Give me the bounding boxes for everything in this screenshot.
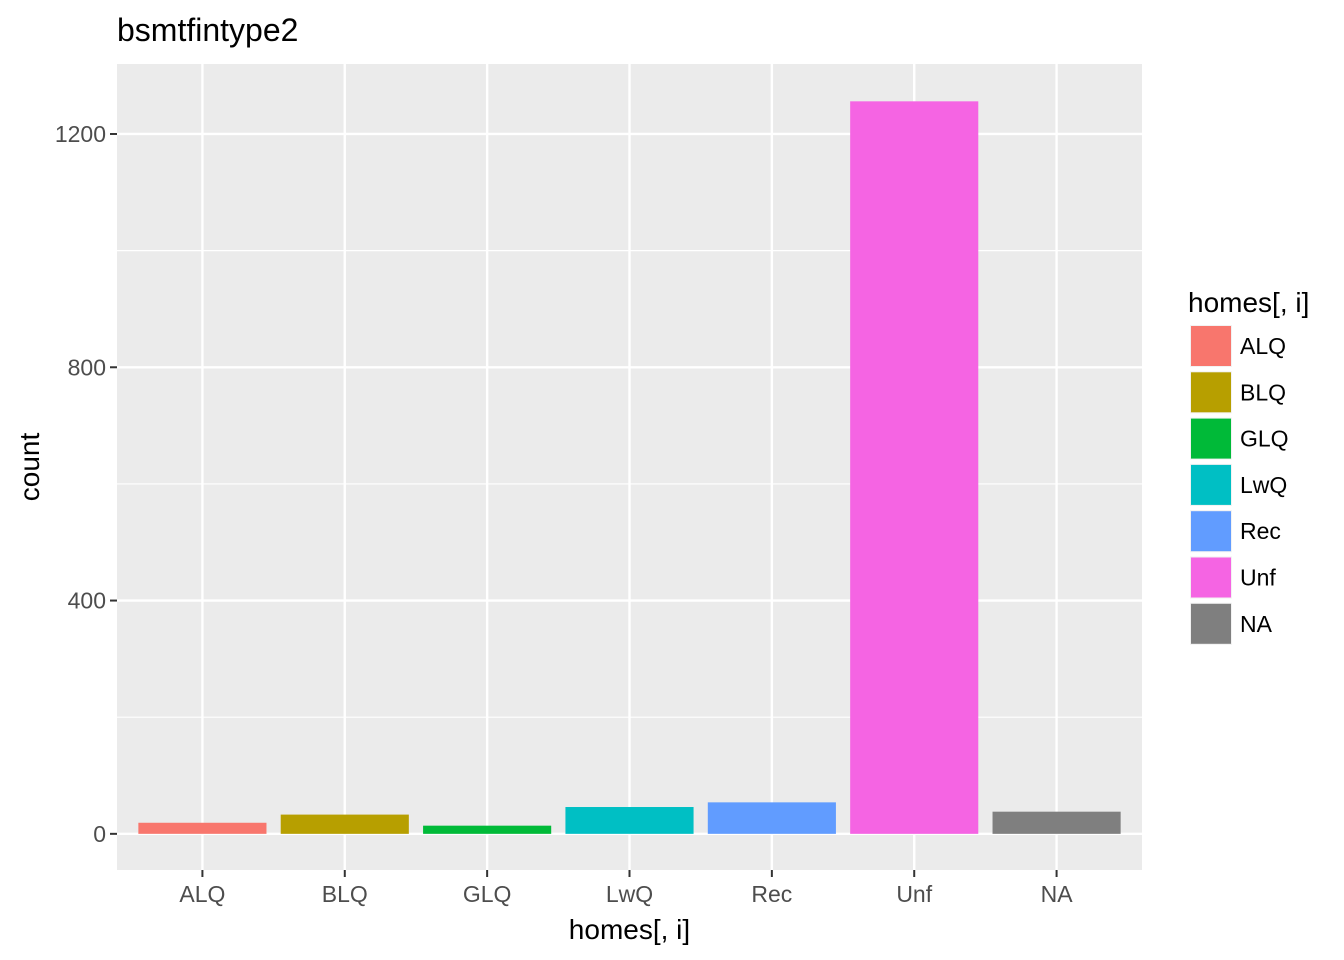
bars — [138, 101, 1121, 834]
legend-key-rec — [1191, 511, 1231, 552]
legend-label: LwQ — [1240, 472, 1287, 498]
y-axis-title: count — [14, 433, 45, 502]
x-tick-label: Rec — [751, 881, 792, 907]
x-tick-label: Unf — [896, 881, 932, 907]
x-tick-label: ALQ — [179, 881, 225, 907]
legend-key-unf — [1191, 557, 1231, 598]
y-axis: 0 400 800 1200 — [55, 121, 117, 847]
bar-unf — [850, 101, 979, 834]
legend-label: Unf — [1240, 565, 1276, 591]
x-axis-title: homes[, i] — [569, 914, 690, 945]
x-tick-label: LwQ — [606, 881, 653, 907]
legend-items: ALQ BLQ GLQ LwQ Rec Unf NA — [1190, 325, 1289, 645]
legend-label: Rec — [1240, 518, 1281, 544]
bar-glq — [423, 825, 552, 834]
bar-rec — [707, 802, 836, 834]
x-tick-label: BLQ — [322, 881, 368, 907]
bar-na — [992, 811, 1121, 834]
y-tick-label: 800 — [68, 354, 106, 380]
x-tick-label: GLQ — [463, 881, 512, 907]
legend-label: NA — [1240, 611, 1273, 637]
y-tick-label: 1200 — [55, 121, 106, 147]
legend-key-blq — [1191, 372, 1231, 413]
bar-blq — [280, 814, 409, 834]
bar-alq — [138, 822, 267, 834]
legend-label: GLQ — [1240, 426, 1289, 452]
y-tick-label: 400 — [68, 588, 106, 614]
x-axis: ALQ BLQ GLQ LwQ Rec Unf NA — [179, 870, 1073, 907]
chart-title: bsmtfintype2 — [117, 12, 298, 48]
legend-title: homes[, i] — [1188, 287, 1309, 318]
bar-lwq — [565, 807, 694, 834]
legend-label: BLQ — [1240, 379, 1286, 405]
legend: homes[, i] ALQ BLQ GLQ LwQ Rec Unf NA — [1188, 287, 1309, 645]
legend-key-lwq — [1191, 464, 1231, 505]
y-tick-label: 0 — [93, 821, 106, 847]
x-tick-label: NA — [1041, 881, 1074, 907]
legend-key-na — [1191, 603, 1231, 644]
legend-key-glq — [1191, 418, 1231, 459]
legend-label: ALQ — [1240, 333, 1286, 359]
legend-key-alq — [1191, 326, 1231, 366]
